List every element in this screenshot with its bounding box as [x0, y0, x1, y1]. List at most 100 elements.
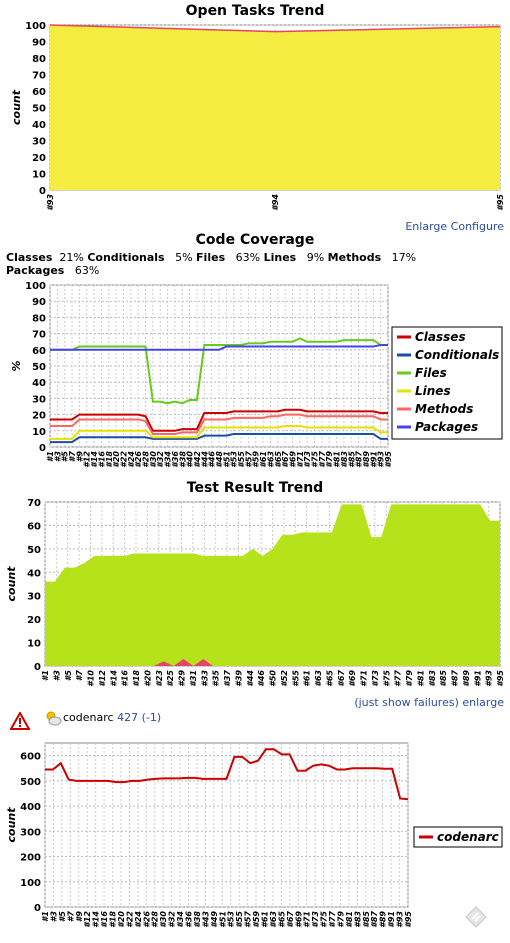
x-tick-label: #67	[286, 911, 295, 928]
configure-link[interactable]: Configure	[450, 220, 504, 233]
y-axis-label: count	[10, 89, 23, 125]
x-tick-label: #77	[318, 451, 327, 468]
x-tick-label: #16	[100, 911, 109, 928]
x-tick-label: #5	[61, 451, 70, 463]
drag-handle-icon[interactable]	[464, 905, 488, 929]
codenarc-summary: codenarc 427 (-1)	[63, 711, 161, 724]
warning-triangle-icon	[10, 712, 30, 730]
series-line	[50, 337, 388, 405]
codenarc-chart: 0 100 200 300 400 500 600 #1 #3 #5 #7 #9 #12 #14 #16 #1…	[5, 742, 503, 928]
summary-value: 21%	[59, 251, 84, 264]
x-tick-label: #65	[325, 670, 334, 687]
x-tick-label: #55	[237, 451, 246, 468]
x-tick-label: #1	[46, 451, 55, 462]
x-tick-label: #34	[164, 451, 173, 468]
x-tick-label: #73	[371, 670, 380, 687]
x-tick-label: #20	[143, 670, 152, 687]
x-tick-label: #57	[244, 451, 253, 468]
x-tick-label: #87	[370, 911, 379, 928]
x-tick-label: #95	[496, 670, 505, 687]
summary-label: Classes	[6, 251, 53, 264]
x-tick-label: #42	[193, 451, 202, 468]
legend-label: Methods	[415, 402, 473, 416]
x-tick-label: #32	[168, 911, 177, 928]
x-tick-label: #77	[328, 911, 337, 928]
plugin-name: codenarc	[63, 711, 114, 724]
x-tick-label: #85	[362, 911, 371, 928]
x-tick-label: #69	[348, 670, 357, 687]
x-tick-label: #71	[296, 451, 305, 468]
series-line	[50, 343, 388, 351]
data-point	[499, 26, 501, 28]
show-failures-link[interactable]: (just show failures)	[354, 696, 459, 709]
legend-label: codenarc	[437, 830, 499, 844]
x-tick-label: #61	[260, 911, 269, 928]
x-tick-label: #38	[178, 451, 187, 468]
x-tick-label: #25	[166, 670, 175, 687]
y-tick-label: 40	[32, 120, 46, 131]
x-tick-label: #43	[201, 911, 210, 928]
area-series	[45, 504, 500, 666]
open-tasks-title: Open Tasks Trend	[185, 3, 325, 19]
x-tick-label: #79	[405, 670, 414, 687]
y-tick-label: 70	[27, 498, 41, 509]
x-tick-label: #20	[112, 451, 121, 468]
x-tick-label: #81	[333, 451, 342, 468]
x-tick-label: #93	[396, 911, 405, 928]
series-line	[50, 413, 388, 436]
enlarge-link[interactable]: enlarge	[462, 696, 504, 709]
series-line	[50, 424, 388, 440]
y-tick-label: 10	[32, 170, 46, 181]
x-tick-label: #30	[149, 451, 158, 468]
x-tick-label: #36	[171, 451, 180, 468]
x-tick-label: #87	[355, 451, 364, 468]
x-tick-label: #24	[134, 911, 143, 928]
x-tick-label: #35	[212, 670, 221, 687]
x-tick-label: #75	[382, 670, 391, 687]
y-tick-label: 0	[39, 443, 46, 454]
x-tick-label: #3	[52, 670, 61, 682]
x-tick-label: #1	[41, 670, 50, 681]
x-tick-label: #26	[134, 451, 143, 468]
x-tick-label: #83	[340, 451, 349, 468]
x-tick-label: #14	[92, 911, 101, 928]
y-tick-label: 10	[27, 639, 41, 650]
x-tick-label: #14	[109, 670, 118, 687]
x-tick-label: #67	[337, 670, 346, 687]
enlarge-link[interactable]: Enlarge	[405, 220, 448, 233]
y-tick-label: 50	[32, 362, 46, 373]
legend-label: Packages	[415, 420, 478, 434]
codenarc-count-link[interactable]: 427 (-1)	[117, 711, 162, 724]
y-axis-label: count	[5, 566, 18, 602]
x-tick-label: #83	[353, 911, 362, 928]
x-tick-label: #46	[257, 670, 266, 687]
x-tick-label: #7	[68, 451, 77, 463]
x-tick-label: #85	[439, 670, 448, 687]
y-tick-label: 20	[32, 153, 46, 164]
x-tick-label: #65	[277, 911, 286, 928]
coverage-summary: Classes 21% Conditionals 5% Files 63% Li…	[6, 251, 476, 277]
y-tick-label: 70	[32, 71, 46, 82]
y-tick-label: 400	[20, 802, 41, 813]
legend-box	[391, 326, 503, 440]
x-tick-label: #34	[176, 911, 185, 928]
summary-value: 63%	[74, 264, 100, 277]
x-tick-label: #3	[53, 451, 62, 463]
x-tick-label: #7	[75, 670, 84, 682]
plot-area	[44, 742, 409, 908]
data-point	[49, 24, 51, 26]
x-tick-label: #18	[132, 670, 141, 687]
x-tick-label: #79	[325, 451, 334, 468]
y-tick-label: 40	[27, 568, 41, 579]
y-tick-label: 90	[32, 297, 46, 308]
x-tick-label: #79	[336, 911, 345, 928]
x-tick-label: #89	[379, 911, 388, 928]
x-tick-label: #38	[193, 911, 202, 928]
y-tick-label: 70	[32, 330, 46, 341]
x-tick-label: #77	[394, 670, 403, 687]
series-line	[50, 433, 388, 444]
x-tick-label: #75	[320, 911, 329, 928]
x-tick-label: #61	[259, 451, 268, 468]
y-tick-label: 0	[34, 903, 41, 914]
